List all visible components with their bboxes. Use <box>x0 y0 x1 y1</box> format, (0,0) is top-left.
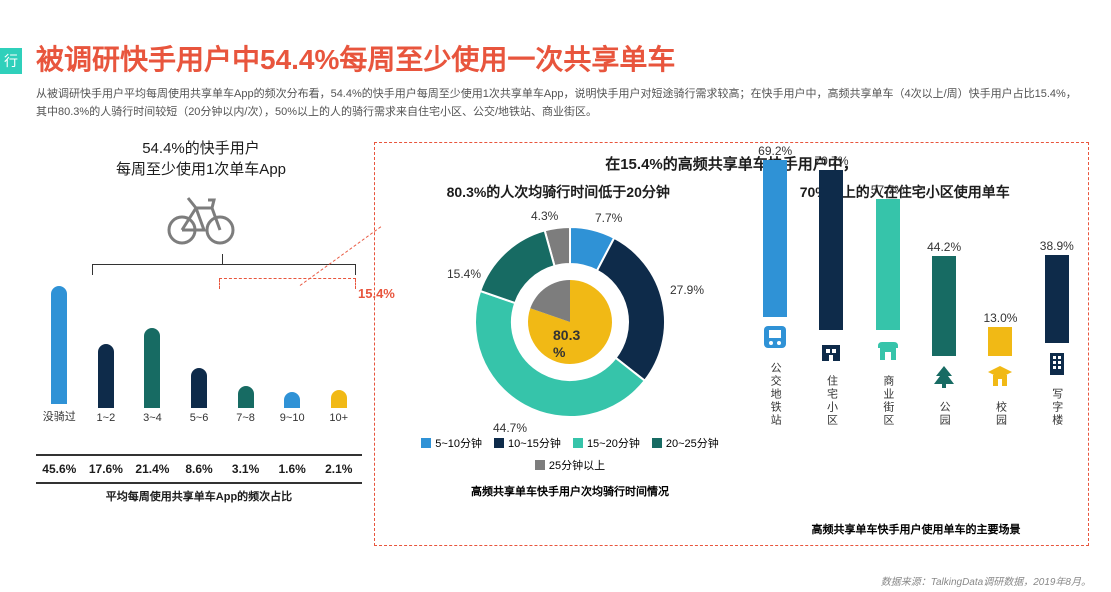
freq-bar: 9~10 <box>269 392 316 424</box>
left-head-l2: 每周至少使用1次单车App <box>36 159 366 180</box>
bike-icon <box>166 192 236 246</box>
donut-center-unit: % <box>553 344 565 360</box>
freq-bottom-title: 平均每周使用共享单车App的频次占比 <box>36 488 362 504</box>
scene-bar-chart: 69.2%公交地铁站70.7%住宅小区57.7%商业街区44.2%公园13.0%… <box>747 217 1085 537</box>
donut-caption: 高频共享单车快手用户次均骑行时间情况 <box>405 483 735 499</box>
page-desc: 从被调研快手用户平均每周使用共享单车App的频次分布看，54.4%的快手用户每周… <box>36 86 1087 121</box>
scene-bar: 13.0%校园 <box>972 311 1028 427</box>
freq-bar-chart: 没骑过1~23~45~67~89~1010+ <box>36 294 362 454</box>
donut-center-val: 80.3 <box>553 327 580 343</box>
callout-line <box>300 226 381 286</box>
scene-bar: 38.9%写字楼 <box>1029 239 1085 427</box>
scene-bar: 57.7%商业街区 <box>860 183 916 427</box>
legend-item: 25分钟以上 <box>535 457 605 473</box>
freq-bar: 没骑过 <box>36 286 83 424</box>
freq-bar: 5~6 <box>176 368 223 424</box>
donut-label-b: 27.9% <box>670 283 704 297</box>
freq-bar: 10+ <box>315 390 362 424</box>
freq-value: 17.6% <box>83 456 130 482</box>
left-head-l1: 54.4%的快手用户 <box>36 138 366 159</box>
page-title: 被调研快手用户中54.4%每周至少使用一次共享单车 <box>36 38 675 78</box>
freq-bar: 1~2 <box>83 344 130 424</box>
school-icon <box>986 362 1014 395</box>
office-icon <box>1043 349 1071 382</box>
donut-label-c: 44.7% <box>493 421 527 435</box>
bracket-sub <box>219 278 356 290</box>
freq-value: 8.6% <box>176 456 223 482</box>
left-column: 54.4%的快手用户 每周至少使用1次单车App 15.4% 没骑过1~23~4… <box>36 138 366 180</box>
freq-value: 45.6% <box>36 456 83 482</box>
freq-value: 2.1% <box>315 456 362 482</box>
donut-label-a: 7.7% <box>595 211 622 225</box>
freq-value: 21.4% <box>129 456 176 482</box>
bracket-stem <box>222 254 223 264</box>
right-panel: 在15.4%的高频共享单车快手用户中， 80.3%的人次均骑行时间低于20分钟 … <box>374 142 1089 546</box>
legend-item: 5~10分钟 <box>421 435 482 451</box>
freq-value: 3.1% <box>222 456 269 482</box>
legend-item: 20~25分钟 <box>652 435 719 451</box>
home-icon <box>817 336 845 369</box>
donut-chart: 80.3% 7.7% 27.9% 44.7% 15.4% 4.3% 5~10分钟… <box>405 217 735 499</box>
side-tag: 行 <box>0 48 22 74</box>
scene-caption: 高频共享单车快手用户使用单车的主要场景 <box>747 521 1085 537</box>
freq-bar: 3~4 <box>129 328 176 424</box>
legend-item: 10~15分钟 <box>494 435 561 451</box>
donut-label-d: 15.4% <box>447 267 481 281</box>
donut-legend: 5~10分钟 10~15分钟 15~20分钟 20~25分钟 25分钟以上 <box>405 435 735 473</box>
scene-bar: 44.2%公园 <box>916 240 972 427</box>
freq-bar: 7~8 <box>222 386 269 424</box>
legend-item: 15~20分钟 <box>573 435 640 451</box>
park-icon <box>930 362 958 395</box>
panel-sub-left: 80.3%的人次均骑行时间低于20分钟 <box>385 182 732 202</box>
scene-bar: 69.2%公交地铁站 <box>747 144 803 427</box>
metro-icon <box>761 323 789 356</box>
footer-source: 数据来源：TalkingData调研数据，2019年8月。 <box>881 573 1091 588</box>
freq-value: 1.6% <box>269 456 316 482</box>
donut-label-e: 4.3% <box>531 209 558 223</box>
scene-bar: 70.7%住宅小区 <box>803 154 859 427</box>
freq-values-row: 45.6%17.6%21.4%8.6%3.1%1.6%2.1% <box>36 454 362 484</box>
panel-head: 在15.4%的高频共享单车快手用户中， <box>375 143 1088 174</box>
shop-icon <box>874 336 902 369</box>
